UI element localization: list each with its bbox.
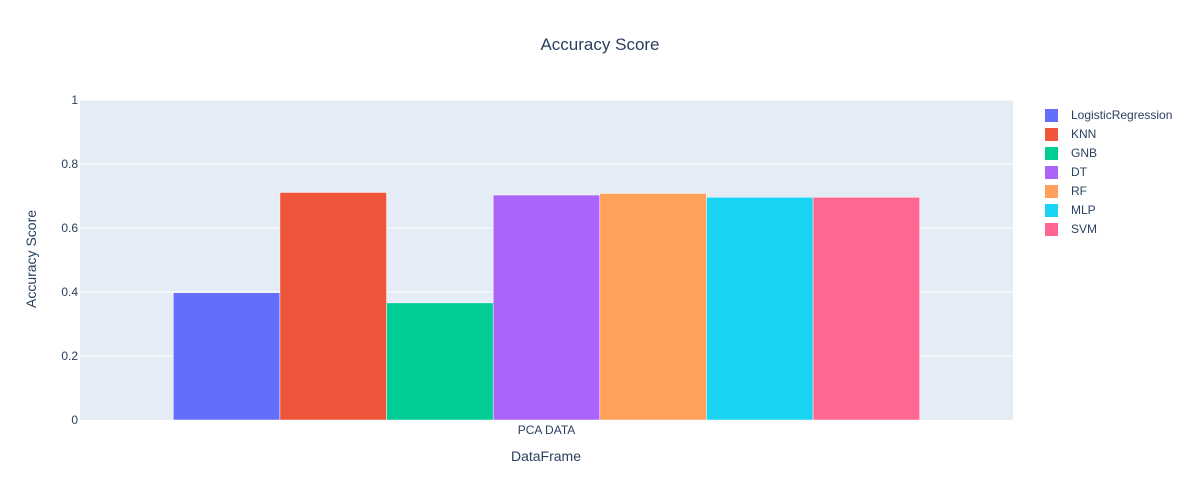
legend-label: MLP [1071,203,1096,217]
y-tick-label: 1 [71,93,78,107]
bars [173,192,920,421]
legend-item-gnb: GNB [1045,146,1097,160]
legend-label: KNN [1071,127,1096,141]
y-tick-label: 0.6 [61,221,78,235]
y-tick-label: 0.4 [61,285,78,299]
legend-swatch [1045,166,1058,179]
bar-knn [279,192,387,421]
legend-item-svm: SVM [1045,222,1097,236]
y-axis-ticks: 0 0.2 0.4 0.6 0.8 1 [61,93,78,427]
bar-rf [599,193,707,421]
legend-label: DT [1071,165,1088,179]
y-tick-label: 0 [71,413,78,427]
bar-dt [492,194,601,421]
x-tick-label: PCA DATA [518,423,576,437]
legend-label: LogisticRegression [1071,108,1172,122]
chart-title: Accuracy Score [540,35,659,54]
y-tick-label: 0.8 [61,157,78,171]
legend-item-logisticregression: LogisticRegression [1045,108,1172,122]
y-tick-label: 0.2 [61,349,78,363]
x-axis-label: DataFrame [511,448,581,464]
y-axis-label: Accuracy Score [23,210,39,308]
legend-label: RF [1071,184,1087,198]
legend-item-dt: DT [1045,165,1088,179]
bar-svm [812,197,920,421]
legend-label: GNB [1071,146,1097,160]
bar-gnb [386,302,494,421]
legend-swatch [1045,147,1058,160]
legend-swatch [1045,128,1058,141]
legend-swatch [1045,223,1058,236]
legend-swatch [1045,185,1058,198]
bar-logisticregression [173,292,281,421]
bar-mlp [706,197,814,421]
legend: LogisticRegression KNN GNB DT RF MLP SVM [1045,108,1172,236]
x-axis-ticks: PCA DATA [518,423,576,437]
legend-item-rf: RF [1045,184,1087,198]
legend-swatch [1045,204,1058,217]
legend-label: SVM [1071,222,1097,236]
legend-item-mlp: MLP [1045,203,1096,217]
legend-item-knn: KNN [1045,127,1096,141]
legend-swatch [1045,109,1058,122]
